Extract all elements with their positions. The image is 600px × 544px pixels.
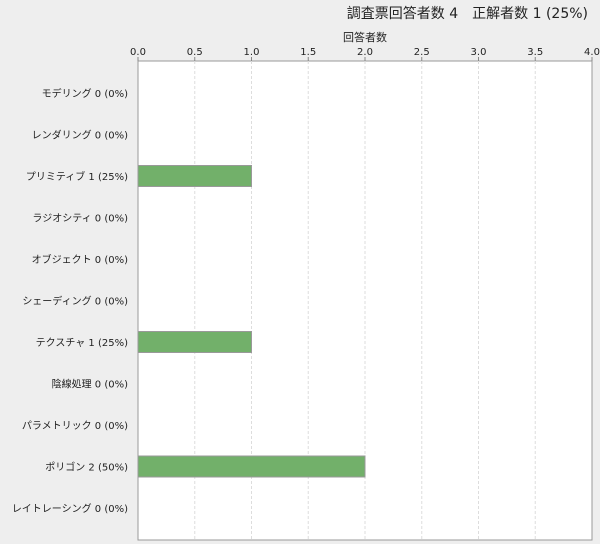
x-tick-label: 0.0 — [130, 47, 146, 58]
category-label: テクスチャ 1 (25%) — [36, 337, 128, 349]
bar — [137, 165, 252, 187]
category-label: オブジェクト 0 (0%) — [32, 253, 128, 266]
category-label: ポリゴン 2 (50%) — [45, 461, 128, 474]
x-tick-label: 3.0 — [471, 47, 487, 58]
x-tick-label: 1.0 — [244, 47, 260, 58]
bar — [137, 455, 366, 478]
x-tick-label: 0.5 — [187, 47, 203, 58]
x-axis-label: 回答者数 — [343, 30, 387, 44]
x-tick-label: 3.5 — [527, 47, 543, 58]
x-tick-label: 2.0 — [357, 47, 373, 58]
x-tick-label: 1.5 — [300, 47, 316, 58]
category-label: プリミティブ 1 (25%) — [26, 170, 128, 183]
category-label: レイトレーシング 0 (0%) — [12, 502, 128, 515]
category-label: ラジオシティ 0 (0%) — [32, 213, 128, 225]
category-label: モデリング 0 (0%) — [42, 87, 128, 100]
bar — [137, 331, 252, 353]
category-label: シェーディング 0 (0%) — [22, 295, 128, 308]
x-tick-label: 2.5 — [414, 47, 430, 58]
category-label: パラメトリック 0 (0%) — [22, 420, 128, 432]
chart-title: 調査票回答者数 4 正解者数 1 (25%) — [347, 5, 588, 22]
x-tick-label: 4.0 — [584, 47, 600, 58]
category-label: レンダリング 0 (0%) — [32, 129, 128, 142]
category-label: 陰線処理 0 (0%) — [52, 378, 128, 391]
